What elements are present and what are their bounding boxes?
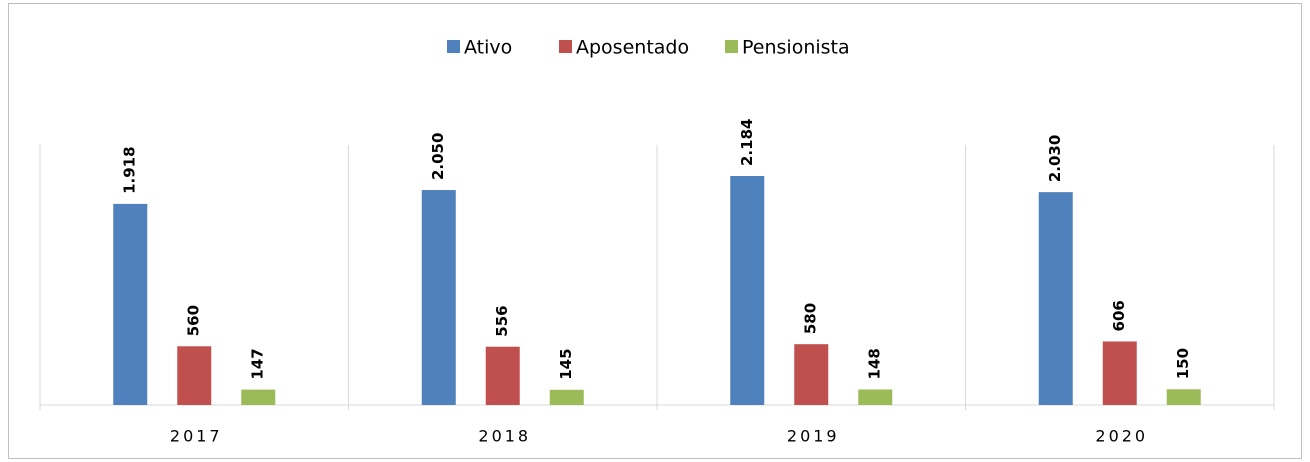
data-label: 606 bbox=[1110, 300, 1128, 331]
bar bbox=[421, 190, 456, 405]
bar bbox=[1102, 341, 1137, 405]
bar bbox=[1038, 192, 1073, 405]
bar bbox=[794, 344, 829, 405]
data-label: 2.030 bbox=[1046, 135, 1064, 182]
data-label: 2.184 bbox=[738, 119, 756, 166]
bar bbox=[730, 176, 765, 405]
bar bbox=[1166, 389, 1201, 405]
data-label: 560 bbox=[185, 305, 203, 336]
bar bbox=[549, 389, 584, 405]
bar bbox=[485, 346, 520, 405]
legend-swatch bbox=[447, 40, 460, 53]
legend-label: Pensionista bbox=[742, 37, 850, 59]
chart-frame bbox=[8, 3, 1302, 459]
legend-swatch bbox=[559, 40, 572, 53]
bar bbox=[241, 389, 276, 405]
data-label: 147 bbox=[249, 348, 267, 379]
bar bbox=[858, 389, 893, 405]
data-label: 145 bbox=[557, 348, 575, 379]
data-label: 1.918 bbox=[121, 146, 139, 193]
x-tick-label: 2018 bbox=[478, 427, 531, 446]
x-tick-label: 2020 bbox=[1095, 427, 1148, 446]
bar bbox=[113, 203, 148, 405]
x-tick-label: 2017 bbox=[170, 427, 223, 446]
data-label: 556 bbox=[493, 305, 511, 336]
legend-label: Aposentado bbox=[576, 37, 689, 59]
legend-label: Ativo bbox=[464, 37, 512, 59]
data-label: 148 bbox=[866, 348, 884, 379]
x-tick-label: 2019 bbox=[787, 427, 840, 446]
data-label: 580 bbox=[802, 303, 820, 334]
legend-swatch bbox=[725, 40, 738, 53]
bar bbox=[177, 346, 212, 405]
data-label: 150 bbox=[1174, 348, 1192, 379]
data-label: 2.050 bbox=[429, 133, 447, 180]
